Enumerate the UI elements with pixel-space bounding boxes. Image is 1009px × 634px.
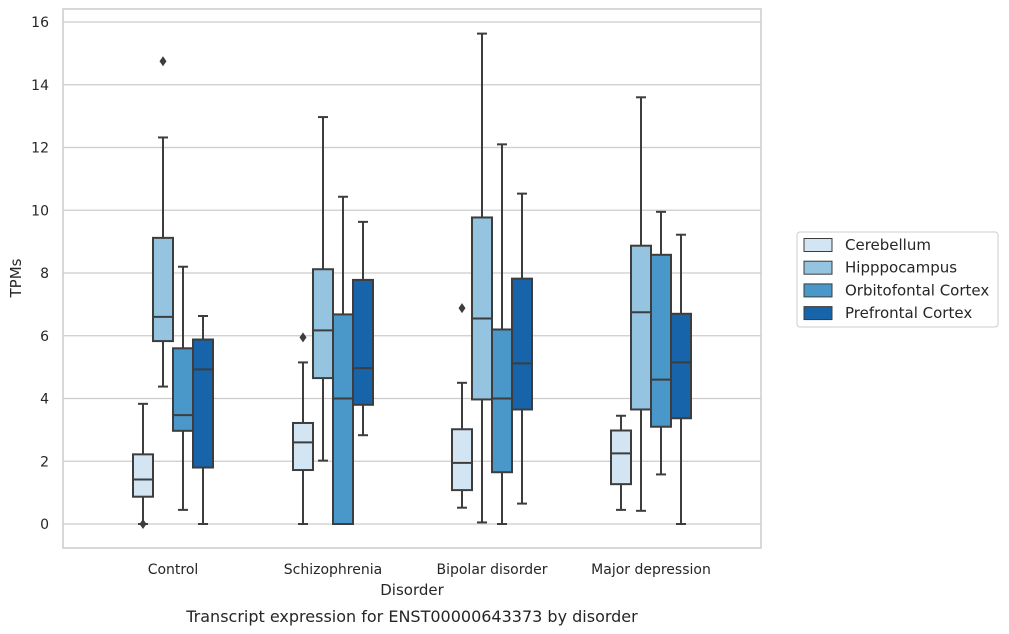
x-tick-label: Bipolar disorder [436,562,547,578]
box [172,347,194,432]
outlier-point [458,303,466,314]
y-tick-label: 10 [31,203,49,219]
y-axis-label: TPMs [7,258,25,298]
legend-swatch [803,283,833,298]
box [312,268,334,380]
chart-caption: Transcript expression for ENST0000064337… [185,607,638,626]
y-tick-label: 6 [40,329,49,345]
legend: Cerebellum Hipppocampus Orbitofontal Corte… [796,231,999,328]
y-tick-label: 14 [31,78,49,94]
box [650,253,672,428]
outlier-point [159,56,167,67]
plot-frame [62,8,762,549]
box [670,312,692,420]
box [511,277,533,411]
x-axis-label: Disorder [380,581,444,599]
box [152,236,174,343]
x-tick-label: Schizophrenia [284,562,382,578]
legend-label: Hipppocampus [845,259,957,277]
box [471,216,493,401]
y-tick-label: 4 [40,392,49,408]
box [292,421,314,472]
legend-swatch [803,238,833,252]
legend-label: Orbitofontal Cortex [845,281,989,299]
outlier-point [299,332,307,343]
box [630,244,652,411]
box [192,338,214,469]
y-tick-label: 8 [40,266,49,282]
x-tick-labels: Control Schizophrenia Bipolar disorder Majo… [148,562,711,578]
legend-swatch [803,260,833,275]
y-tick-labels: 0 2 4 6 8 10 12 14 16 [31,15,49,533]
box [332,313,354,526]
legend-swatch [803,306,833,321]
box [451,428,473,492]
box [352,278,374,406]
x-tick-label: Control [148,562,199,578]
box [610,429,632,486]
x-tick-label: Major depression [591,562,711,578]
box [491,328,513,474]
y-tick-label: 0 [40,517,49,533]
legend-frame [796,231,999,328]
legend-label: Prefrontal Cortex [845,304,972,322]
y-tick-label: 2 [40,454,49,470]
y-tick-label: 16 [31,15,49,31]
outlier-point [139,519,147,529]
legend-label: Cerebellum [845,236,931,254]
box-plots [132,32,692,529]
box [132,453,154,498]
y-tick-label: 12 [31,141,49,157]
